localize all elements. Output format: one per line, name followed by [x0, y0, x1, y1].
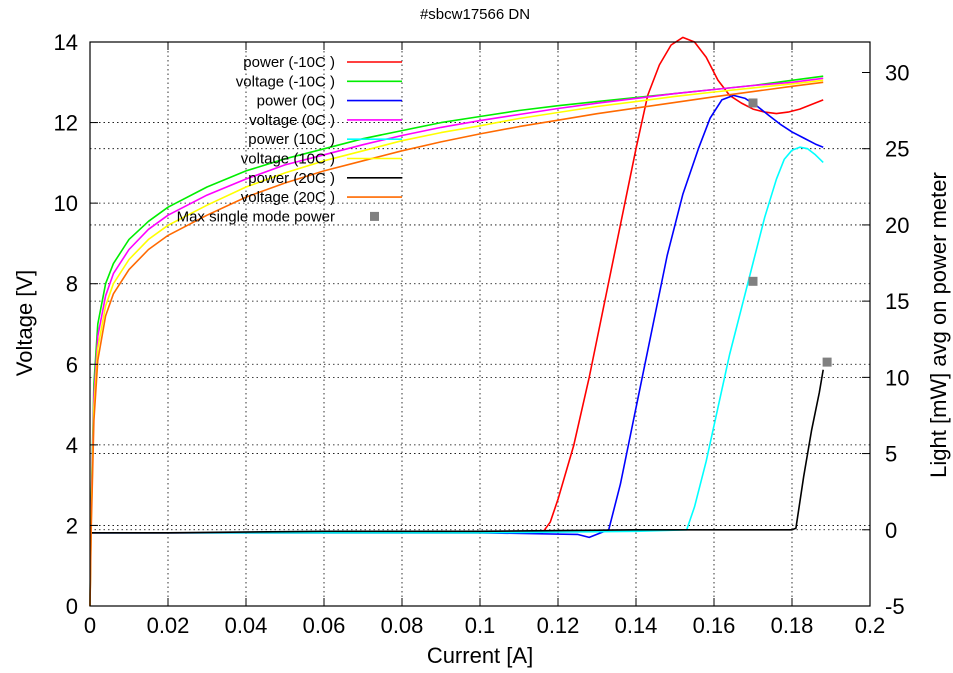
x-tick-label: 0.14 — [615, 613, 658, 638]
point-max-single-mode-power — [748, 276, 758, 286]
y-tick-label: 14 — [54, 30, 78, 55]
y-tick-labels: 0 2 4 6 8 10 12 14 — [54, 30, 78, 619]
series-voltage-20c — [89, 81, 824, 607]
y-axis-label: Voltage [V] — [12, 270, 37, 376]
y2-tick-label: -5 — [885, 594, 905, 619]
legend-label-power-10c: power (10C ) — [248, 131, 335, 148]
y-tick-label: 10 — [54, 191, 78, 216]
x-tick-label: 0.02 — [147, 613, 190, 638]
legend-label-max-single-mode-power: Max single mode power — [177, 208, 335, 225]
tick-marks — [89, 41, 871, 607]
chart-title: #sbcw17566 DN — [420, 6, 530, 23]
x-tick-label: 0.06 — [303, 613, 346, 638]
points-layer — [748, 98, 832, 367]
legend-label-power-10c: power (-10C ) — [243, 54, 335, 71]
point-max-single-mode-power — [822, 357, 832, 367]
x-tick-label: 0.1 — [465, 613, 496, 638]
x-tick-labels: 0 0.02 0.04 0.06 0.08 0.1 0.12 0.14 0.16 0.18 0.2 — [84, 613, 885, 638]
x-tick-label: 0.04 — [225, 613, 268, 638]
series-power-10c — [90, 36, 824, 534]
y2-tick-label: 25 — [885, 137, 909, 162]
x-tick-label: 0 — [84, 613, 96, 638]
series-layer — [89, 36, 824, 607]
y-tick-label: 0 — [66, 594, 78, 619]
y2-tick-label: 30 — [885, 60, 909, 85]
legend-label-voltage-10c: voltage (10C ) — [241, 151, 335, 168]
y2-tick-label: 20 — [885, 213, 909, 238]
x-tick-label: 0.18 — [771, 613, 814, 638]
legend-label-power-20c: power (20C ) — [248, 170, 335, 187]
y2-tick-label: 15 — [885, 289, 909, 314]
x-tick-label: 0.12 — [537, 613, 580, 638]
x-tick-label: 0.08 — [381, 613, 424, 638]
x-tick-label: 0.16 — [693, 613, 736, 638]
series-power-0c — [90, 94, 824, 539]
legend-swatch-max-single-mode-power — [370, 211, 379, 221]
y2-tick-label: 5 — [885, 442, 897, 467]
series-voltage-0c — [89, 77, 824, 607]
legend: power (-10C ) voltage (-10C ) power (0C ) v… — [177, 54, 402, 225]
y-tick-label: 8 — [66, 272, 78, 297]
y-tick-label: 12 — [54, 111, 78, 136]
series-power-10c — [90, 146, 824, 534]
legend-label-voltage-10c: voltage (-10C ) — [236, 73, 335, 90]
point-max-single-mode-power — [748, 98, 758, 108]
series-power-20c — [90, 369, 824, 534]
y-tick-label: 2 — [66, 513, 78, 538]
legend-label-voltage-20c: voltage (20C ) — [241, 189, 335, 206]
y2-tick-label: 10 — [885, 365, 909, 390]
y-tick-label: 6 — [66, 352, 78, 377]
y-tick-label: 4 — [66, 433, 78, 458]
x-axis-label: Current [A] — [427, 643, 533, 668]
x-tick-label: 0.2 — [855, 613, 886, 638]
y2-tick-label: 0 — [885, 518, 897, 543]
legend-label-power-0c: power (0C ) — [257, 93, 335, 110]
y2-axis-label: Light [mW] avg on power meter — [926, 172, 951, 478]
legend-label-voltage-0c: voltage (0C ) — [249, 112, 335, 129]
series-voltage-10c — [89, 75, 824, 607]
y2-tick-labels: -5 0 5 10 15 20 25 30 — [885, 60, 909, 619]
series-voltage-10c — [89, 79, 824, 607]
